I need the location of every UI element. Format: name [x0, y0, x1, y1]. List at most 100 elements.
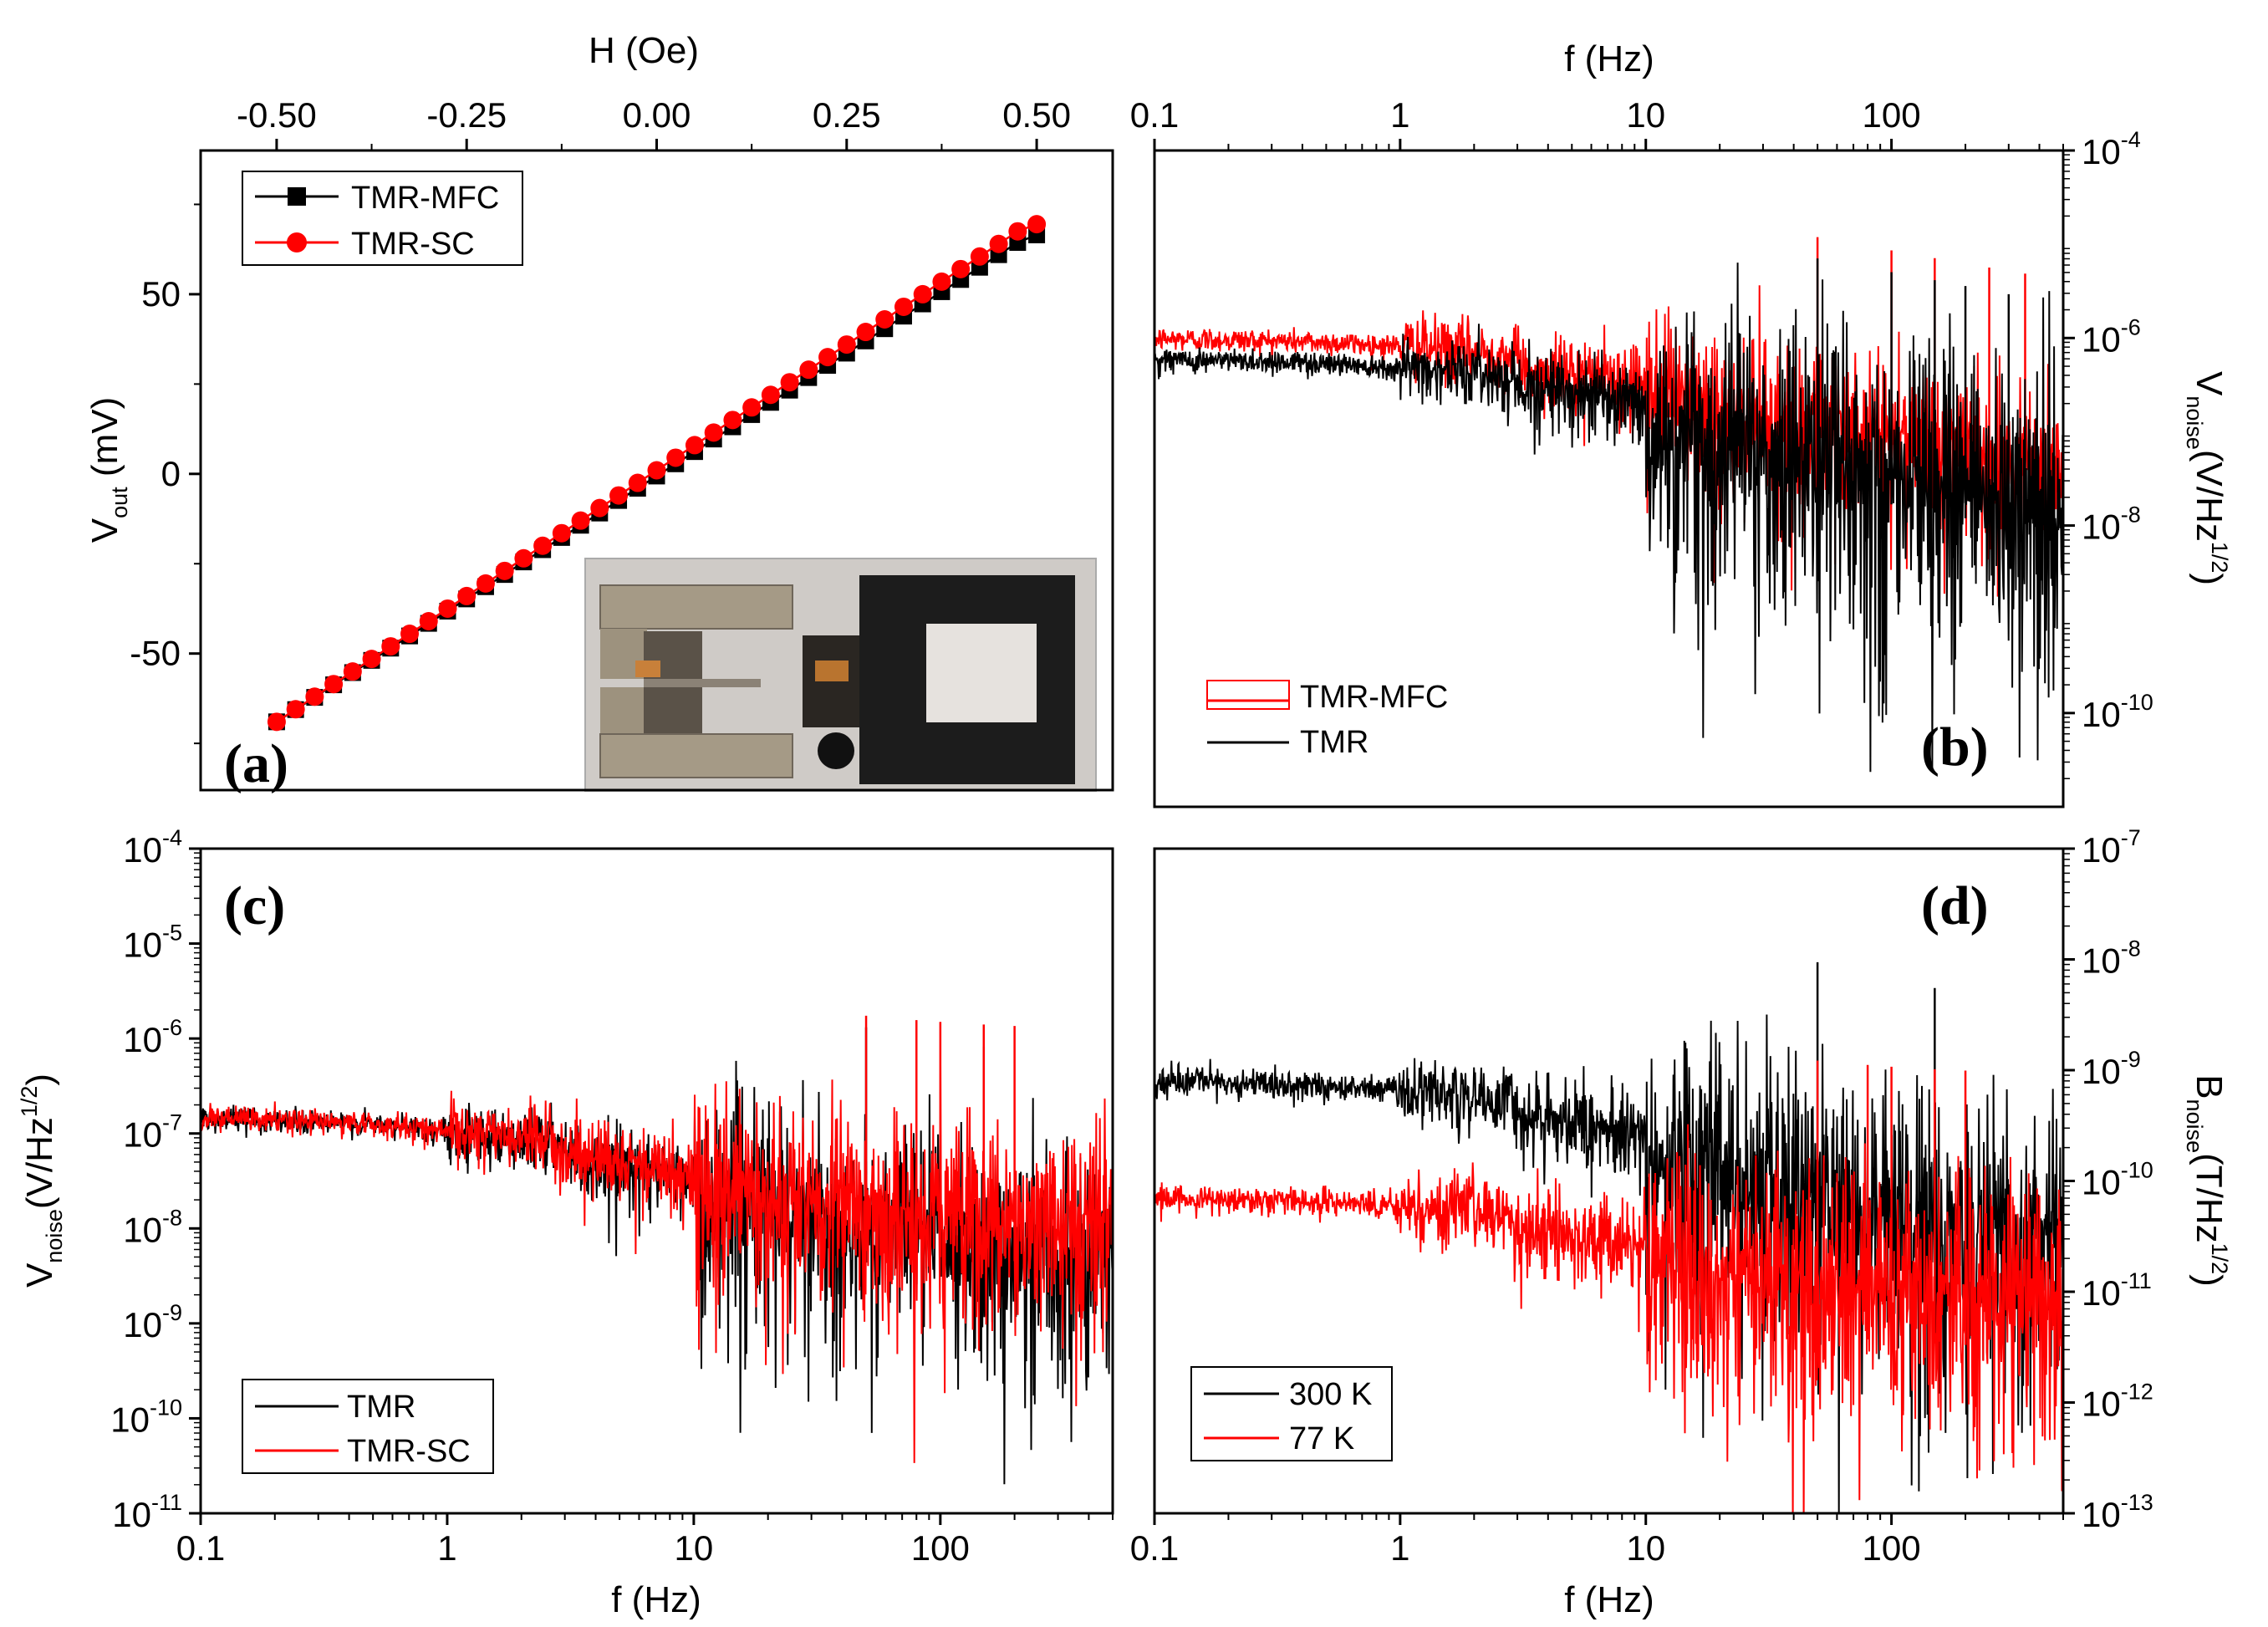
- x-tick-label: -0.50: [237, 95, 317, 135]
- y-tick-label: 10-10: [2082, 690, 2153, 734]
- data-point: [343, 662, 362, 681]
- inset-dark-frame: [859, 575, 1075, 784]
- data-point: [324, 675, 344, 694]
- x-tick-label: 10: [675, 1528, 714, 1568]
- panel-c-series: [201, 1015, 1113, 1485]
- panel-a-ylabel: Vout (mV): [84, 397, 132, 543]
- panel-d-xlabel: f (Hz): [1564, 1579, 1654, 1620]
- series-line: [1154, 1124, 2063, 1513]
- panel-a-xlabel: H (Oe): [589, 30, 699, 71]
- panel-d-y-ticks: 10-13 10-12 10-11 10-10 10-9 10-8 10-7: [2063, 825, 2153, 1534]
- panel-b-xlabel: f (Hz): [1564, 38, 1654, 79]
- data-point: [381, 637, 400, 656]
- data-point: [780, 373, 799, 392]
- panel-d-series: [1154, 961, 2063, 1513]
- x-tick-label: 0.1: [1130, 1528, 1179, 1568]
- y-tick-label: 10-6: [2082, 314, 2141, 359]
- x-tick-label: 0.25: [813, 95, 881, 135]
- data-point: [514, 548, 533, 568]
- panel-b-x-ticks: 0.1 1 10 100: [1130, 95, 2064, 150]
- data-point: [685, 436, 704, 455]
- panel-b: f (Hz) Vnoise(V/Hz1/2) 0.1 1 10 100 10-10 10…: [1130, 38, 2232, 808]
- panel-d-frame: [1153, 847, 2065, 1515]
- data-point: [970, 247, 989, 266]
- panel-b-series: [1154, 237, 2063, 773]
- data-point: [647, 461, 666, 480]
- panel-c-y-ticks: 10-11 10-10 10-9 10-8 10-7 10-6 10-5 10-4: [110, 825, 201, 1534]
- data-point: [286, 700, 305, 719]
- data-point: [457, 586, 477, 605]
- x-tick-label: 1: [437, 1528, 456, 1568]
- legend-marker-circle: [287, 232, 307, 252]
- data-point: [761, 385, 780, 405]
- panel-c-frame: [199, 847, 1114, 1515]
- y-tick-label: -50: [130, 634, 181, 673]
- panel-c-ylabel: Vnoise(V/Hz1/2): [17, 1074, 67, 1288]
- x-tick-label: 100: [1863, 95, 1921, 135]
- y-tick-label: 10-7: [2082, 825, 2141, 870]
- series-line: [1154, 285, 2063, 597]
- legend-tmr-sc-c: TMR-SC: [347, 1434, 471, 1469]
- inset-chip: [803, 635, 861, 769]
- data-point: [552, 523, 571, 543]
- panel-a-series: [267, 215, 1047, 732]
- legend-tmr-mfc: TMR-MFC: [351, 181, 499, 216]
- panel-b-label: (b): [1921, 717, 1989, 778]
- panel-b-y-ticks: 10-10 10-8 10-6 10-4: [2063, 127, 2153, 779]
- panel-a: H (Oe) Vout (mV) -0.50 -0.25 0.00 0.25 0.50 …: [84, 30, 1114, 794]
- y-tick-label: 10-9: [2082, 1047, 2141, 1091]
- panel-d-label: (d): [1921, 875, 1989, 936]
- panel-b-legend: TMR-MFC TMR: [1206, 680, 1448, 760]
- x-tick-label: 100: [1863, 1528, 1921, 1568]
- svg-text:Bnoise(T/Hz1/2): Bnoise(T/Hz1/2): [2182, 1074, 2232, 1287]
- panel-a-legend: TMR-MFC TMR-SC: [242, 171, 523, 266]
- data-point: [666, 448, 685, 467]
- data-point: [837, 335, 856, 354]
- y-tick-label: 0: [161, 454, 181, 493]
- x-tick-label: 1: [1390, 95, 1409, 135]
- legend-tmr-sc: TMR-SC: [351, 227, 475, 262]
- y-tick-label: 10-11: [2082, 1268, 2152, 1313]
- data-point: [362, 650, 381, 669]
- x-tick-label: 100: [911, 1528, 970, 1568]
- legend-marker-square: [288, 187, 306, 206]
- data-point: [476, 574, 495, 593]
- data-point: [495, 561, 514, 580]
- inset-flux-concentrator: [599, 584, 793, 778]
- svg-text:Vout (mV): Vout (mV): [84, 397, 132, 543]
- y-tick-label: 10-4: [123, 825, 182, 870]
- data-point: [799, 360, 818, 380]
- data-point: [856, 323, 875, 342]
- data-point: [932, 272, 951, 291]
- y-tick-label: 10-10: [110, 1395, 182, 1439]
- panel-d-x-ticks: 0.1 1 10 100: [1130, 1513, 2064, 1568]
- y-tick-label: 10-9: [123, 1300, 182, 1344]
- y-tick-label: 50: [141, 274, 181, 314]
- data-point: [628, 473, 647, 492]
- x-tick-label: 1: [1390, 1528, 1409, 1568]
- panel-c-legend: TMR TMR-SC: [242, 1379, 494, 1474]
- y-tick-label: 10-11: [112, 1490, 182, 1534]
- svg-text:Vnoise(V/Hz1/2): Vnoise(V/Hz1/2): [17, 1074, 67, 1288]
- data-point: [419, 612, 438, 631]
- x-tick-label: 0.00: [623, 95, 691, 135]
- y-tick-label: 10-13: [2082, 1490, 2153, 1534]
- data-point: [894, 297, 913, 316]
- inset-photo: [584, 558, 1097, 792]
- legend-tmr-mfc-b: TMR-MFC: [1300, 680, 1448, 715]
- data-point: [400, 625, 420, 644]
- data-point: [1008, 222, 1027, 241]
- y-tick-label: 10-8: [2082, 502, 2141, 547]
- panel-a-frame: [199, 149, 1114, 792]
- series-line: [1154, 1014, 2063, 1513]
- panel-c-xlabel: f (Hz): [611, 1579, 701, 1620]
- data-point: [590, 498, 609, 518]
- legend-77k: 77 K: [1289, 1421, 1354, 1456]
- panel-a-y-ticks: -50 0 50: [130, 203, 201, 745]
- data-point: [1027, 215, 1047, 234]
- x-tick-label: 0.50: [1002, 95, 1071, 135]
- x-tick-label: -0.25: [426, 95, 507, 135]
- data-point: [875, 309, 894, 329]
- svg-text:Vnoise(V/Hz1/2): Vnoise(V/Hz1/2): [2182, 371, 2232, 585]
- data-point: [989, 234, 1008, 253]
